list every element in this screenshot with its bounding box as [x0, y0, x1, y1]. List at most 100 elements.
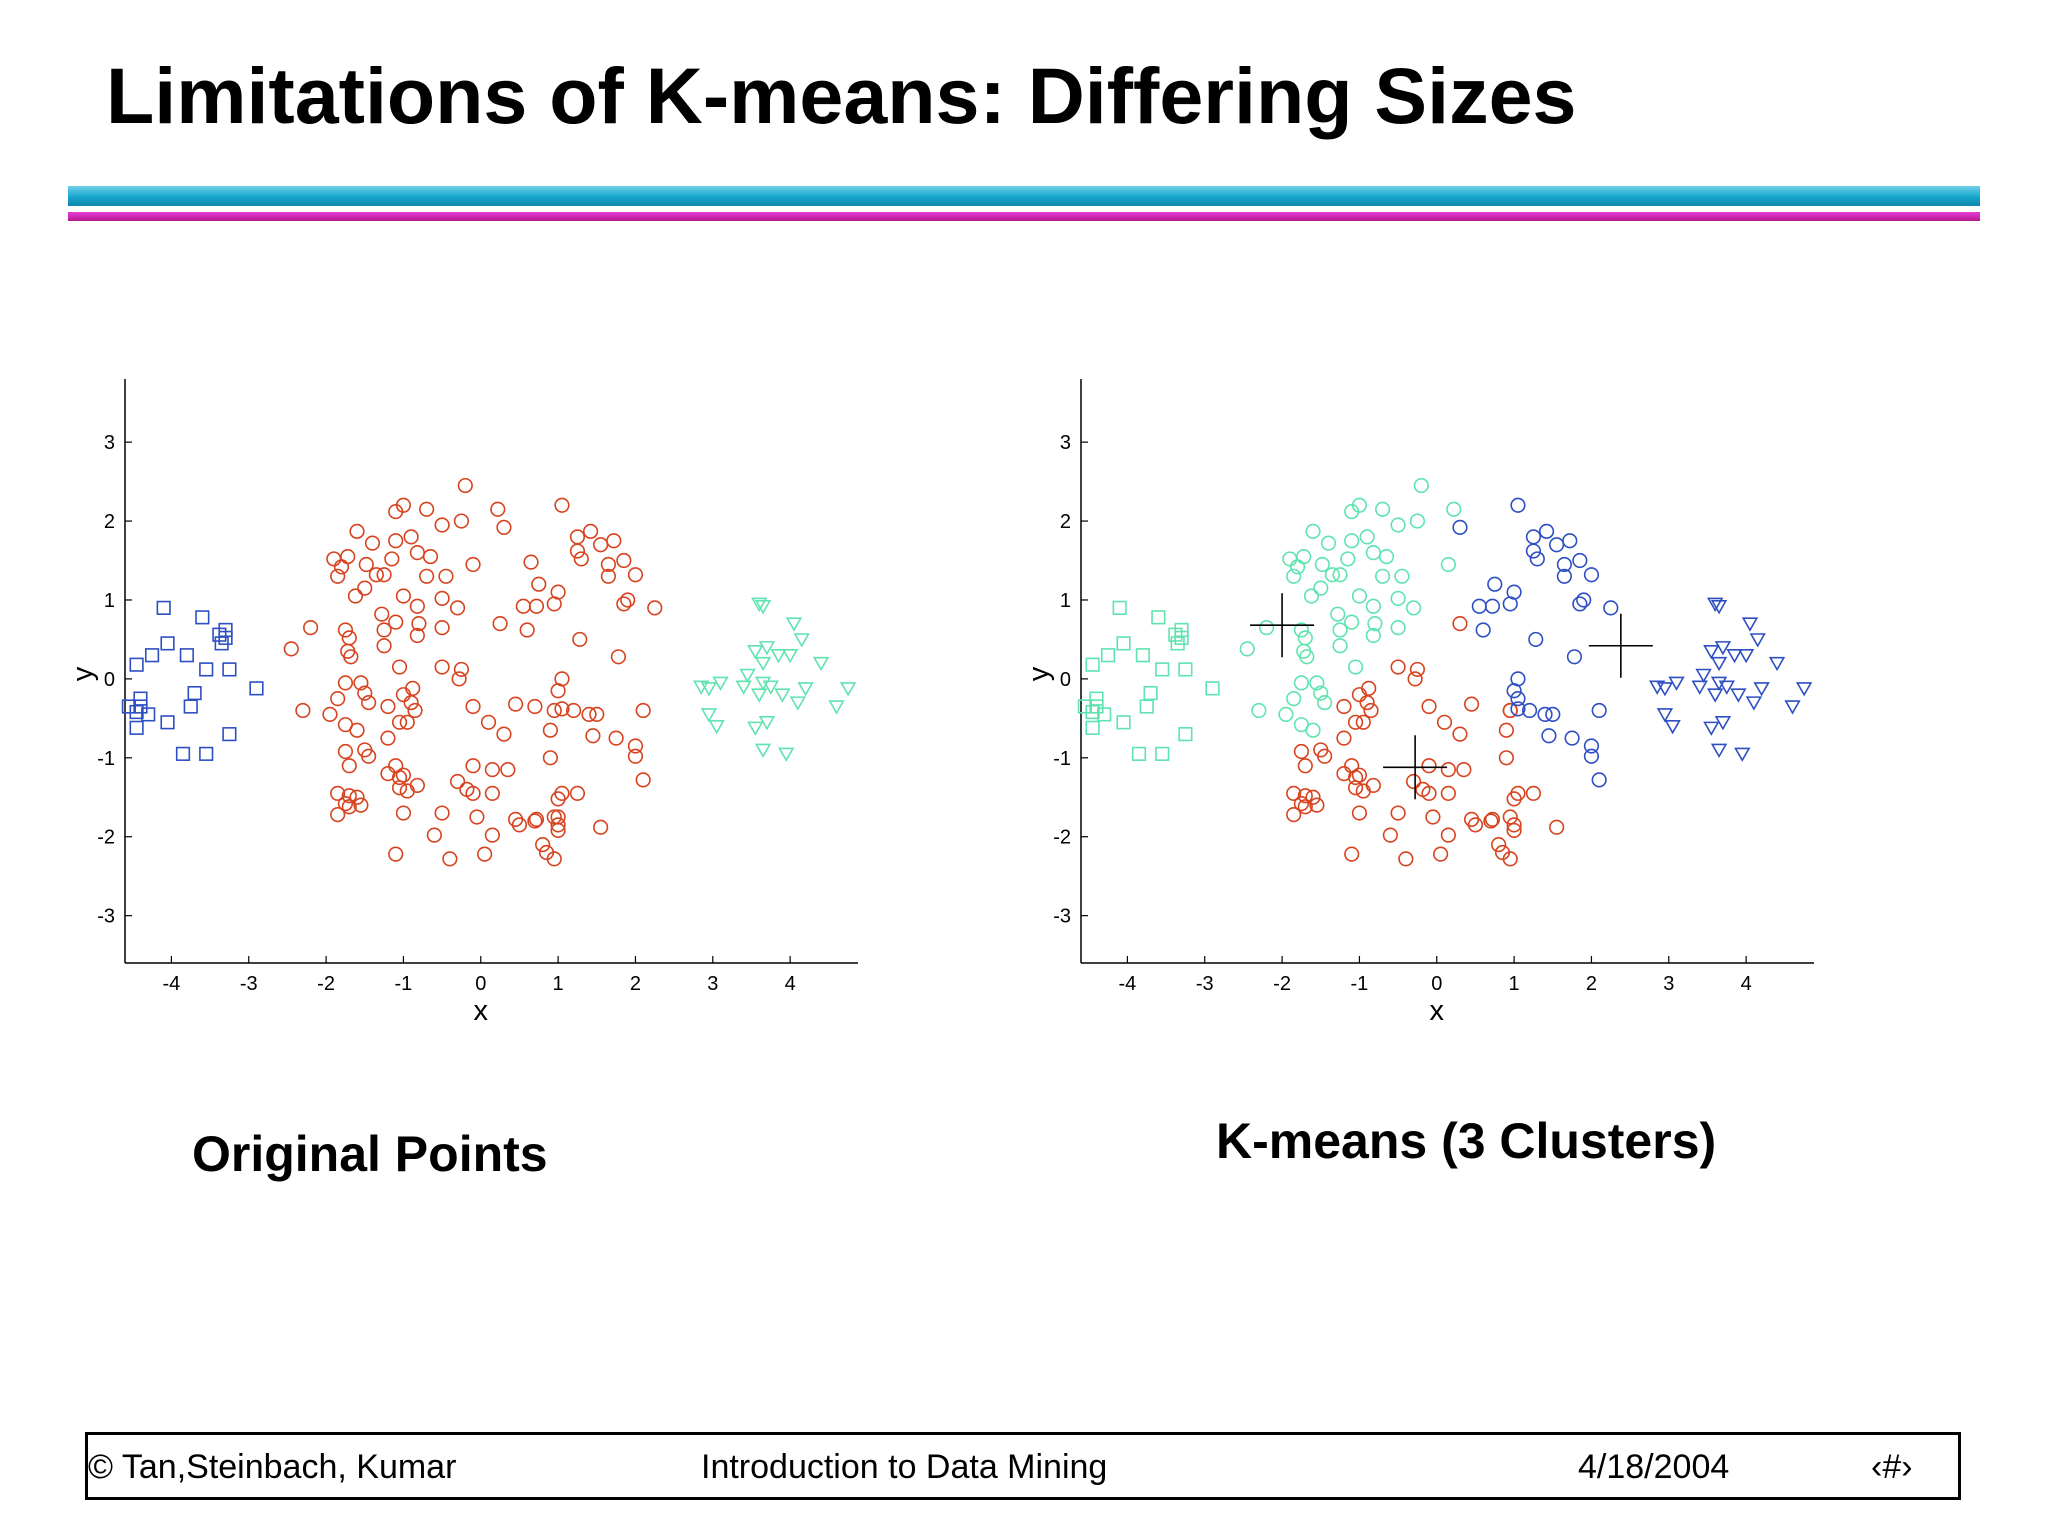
x-tick-label: -3	[240, 973, 258, 995]
data-point-circle	[515, 598, 531, 614]
data-point-circle	[1367, 616, 1383, 632]
data-point-circle	[1409, 661, 1426, 678]
data-point-circle	[546, 596, 562, 612]
data-point-square	[249, 681, 264, 696]
data-point-circle	[523, 554, 539, 570]
data-point-triangle	[693, 680, 710, 695]
data-point-circle	[1398, 851, 1414, 867]
data-point-circle	[303, 619, 319, 636]
data-point-circle	[1440, 827, 1456, 843]
data-point-triangle	[1734, 747, 1751, 762]
data-point-circle	[1510, 691, 1526, 707]
data-point-circle	[1446, 501, 1462, 517]
data-point-triangle	[1795, 682, 1813, 697]
data-point-circle	[337, 675, 354, 691]
data-point-square	[121, 699, 136, 714]
data-point-circle	[451, 671, 467, 687]
data-point-circle	[1309, 797, 1325, 813]
data-point-circle	[546, 702, 562, 719]
data-point-circle	[550, 791, 566, 807]
data-point-square	[222, 662, 237, 677]
y-tick-label: -2	[1053, 827, 1071, 849]
data-point-triangle	[758, 716, 776, 731]
data-point-circle	[395, 767, 412, 783]
data-point-circle	[496, 519, 512, 535]
data-point-circle	[1591, 702, 1607, 719]
data-point-circle	[1549, 819, 1565, 835]
data-point-triangle	[739, 668, 756, 684]
data-point-circle	[438, 568, 454, 584]
data-point-circle	[343, 649, 359, 665]
data-point-square	[222, 727, 237, 742]
data-point-triangle	[1749, 633, 1766, 648]
data-point-circle	[569, 785, 586, 801]
data-point-circle	[333, 559, 350, 575]
y-axis-label: y	[1024, 666, 1055, 681]
data-point-triangle	[1741, 617, 1759, 632]
y-tick-label: 1	[104, 590, 115, 612]
data-point-circle	[388, 533, 404, 549]
data-point-circle	[550, 817, 566, 833]
data-point-circle	[593, 819, 609, 835]
data-point-circle	[341, 788, 357, 804]
data-point-circle	[573, 551, 589, 567]
data-point-circle	[1405, 773, 1422, 790]
data-point-square	[1155, 662, 1170, 677]
data-point-circle	[403, 694, 419, 711]
data-point-circle	[1297, 799, 1313, 815]
data-point-triangle	[735, 680, 752, 695]
data-point-circle	[347, 588, 364, 604]
data-point-triangle	[1726, 648, 1743, 664]
data-point-circle	[1421, 758, 1437, 774]
data-point-triangle	[754, 600, 772, 615]
data-point-circle	[1538, 523, 1555, 539]
data-point-circle	[434, 805, 450, 821]
data-point-triangle	[1703, 645, 1720, 660]
data-point-circle	[1314, 556, 1330, 573]
data-point-circle	[409, 598, 425, 614]
y-tick-label: 3	[1060, 432, 1071, 454]
data-point-circle	[376, 567, 392, 583]
data-point-square	[1178, 662, 1193, 677]
data-point-triangle	[1691, 680, 1708, 695]
data-point-circle	[1251, 702, 1267, 719]
data-point-circle	[1390, 590, 1406, 606]
data-point-circle	[349, 789, 365, 805]
data-point-triangle	[828, 700, 845, 715]
data-point-circle	[1529, 551, 1545, 567]
data-point-circle	[340, 548, 356, 565]
data-point-circle	[380, 698, 396, 715]
data-point-circle	[1545, 706, 1561, 723]
data-point-circle	[1355, 783, 1371, 799]
x-tick-label: 4	[785, 973, 796, 995]
data-point-circle	[295, 702, 311, 719]
data-point-circle	[1365, 777, 1381, 794]
data-point-circle	[465, 758, 481, 774]
data-point-circle	[411, 616, 427, 632]
data-point-circle	[1502, 702, 1518, 719]
data-point-circle	[364, 535, 381, 551]
data-point-square	[1170, 636, 1185, 651]
data-point-circle	[1259, 619, 1275, 636]
data-point-circle	[1332, 638, 1348, 654]
data-point-triangle	[1714, 716, 1732, 731]
data-point-circle	[337, 795, 354, 812]
data-point-square	[1155, 746, 1170, 761]
data-point-triangle	[754, 676, 772, 691]
data-point-circle	[582, 523, 599, 539]
data-point-circle	[1440, 556, 1456, 573]
data-point-circle	[1521, 702, 1538, 719]
y-tick-label: 2	[1060, 511, 1071, 533]
data-point-circle	[500, 762, 516, 778]
data-point-circle	[453, 513, 470, 529]
x-tick-label: -4	[163, 973, 181, 995]
data-point-triangle	[708, 720, 725, 735]
x-tick-label: -1	[1351, 973, 1369, 995]
data-point-circle	[1502, 851, 1518, 867]
data-point-triangle	[793, 633, 810, 648]
data-point-circle	[1365, 598, 1381, 614]
data-point-circle	[519, 622, 535, 638]
data-point-circle	[1572, 552, 1588, 569]
data-point-circle	[374, 606, 390, 622]
data-point-circle	[1506, 817, 1522, 833]
